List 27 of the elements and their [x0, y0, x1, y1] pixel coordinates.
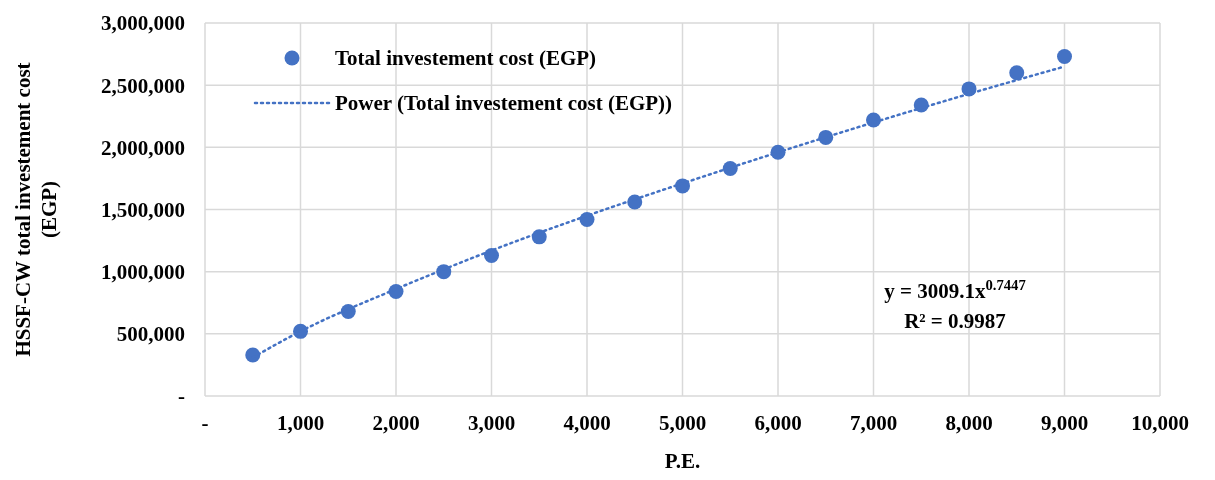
- legend-label: Total investement cost (EGP): [335, 46, 597, 71]
- x-tick-label: 10,000: [1131, 411, 1189, 435]
- x-tick-label: 3,000: [467, 411, 516, 435]
- x-tick-label: 9,000: [1040, 411, 1089, 435]
- y-tick-label: 1,500,000: [101, 197, 185, 222]
- x-tick-label: 4,000: [563, 411, 611, 435]
- y-tick-label: -: [178, 384, 185, 409]
- x-tick-label: -: [201, 411, 209, 435]
- x-tick-label: 6,000: [754, 411, 802, 435]
- y-tick-label: 2,500,000: [101, 73, 185, 98]
- y-tick-label: 2,000,000: [101, 135, 185, 160]
- x-tick-label: 5,000: [658, 411, 707, 435]
- x-tick-label: 7,000: [849, 411, 898, 435]
- point: [1057, 49, 1072, 65]
- x-axis-title: P.E.: [664, 449, 701, 473]
- y-tick-label: 3,000,000: [101, 11, 185, 36]
- legend-label: Power (Total investement cost (EGP)): [335, 91, 673, 116]
- point: [1009, 65, 1025, 81]
- x-tick-label: 8,000: [945, 411, 993, 435]
- y-tick-label: 1,000,000: [101, 260, 185, 285]
- y-axis-title: HSSF-CW total investement cost (EGP): [11, 62, 61, 357]
- x-tick-label: 2,000: [372, 411, 420, 435]
- y-tick-label: 500,000: [116, 322, 185, 347]
- point: [484, 248, 499, 263]
- annotation: R² = 0.9987: [904, 309, 1006, 333]
- annotation: y = 3009.1x$^{0.7447}$: [884, 277, 1026, 303]
- x-tick-label: 1,000: [276, 411, 325, 435]
